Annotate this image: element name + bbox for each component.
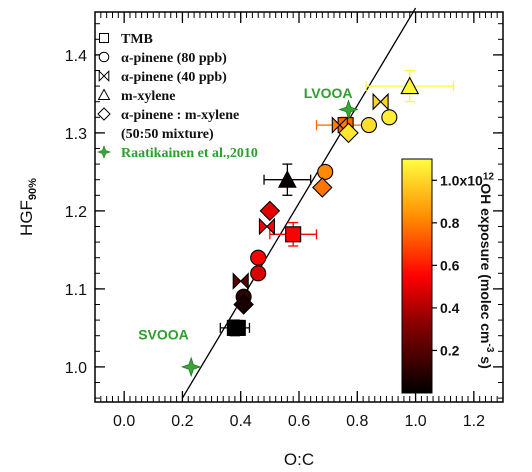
y-tick-label: 1.0 [65, 360, 87, 377]
y-axis-title-sub: 90% [27, 178, 39, 200]
x-axis-title: O:C [284, 450, 314, 469]
colorbar-title-main: OH exposure (molec cm [478, 183, 494, 343]
colorbar-title-sup: -3 [484, 344, 495, 353]
x-tick-label: 0.6 [288, 413, 310, 430]
colorbar-title-end: s) [478, 352, 494, 368]
annotations: LVOOA SVOOA [138, 85, 352, 343]
data-point-square [229, 319, 246, 336]
data-point-bowtie [258, 217, 275, 236]
data-point-square [285, 226, 302, 243]
x-tick-label: 0.4 [230, 413, 252, 430]
legend-circle-icon [98, 51, 110, 63]
data-point-circle [381, 109, 398, 126]
legend-bowtie-icon [98, 69, 110, 83]
data-point-star [338, 99, 359, 120]
legend-diamond-icon [97, 107, 111, 121]
x-tick-label: 1.2 [463, 413, 485, 430]
legend-label: TMB [121, 32, 153, 47]
annotation-svooa: SVOOA [138, 327, 189, 343]
svg-text:HGF90%: HGF90% [17, 178, 39, 236]
data-markers [180, 76, 420, 378]
fit-line [181, 7, 417, 399]
data-point-circle [317, 163, 334, 180]
legend-star-icon [97, 145, 111, 159]
legend-label: Raatikainen et al.,2010 [121, 146, 258, 161]
colorbar-tick-exponent: 12 [483, 171, 495, 182]
legend-label: m-xylene [121, 89, 175, 104]
colorbar-gradient [401, 158, 433, 394]
y-tick-label: 1.4 [65, 48, 87, 65]
data-point-circle [360, 117, 377, 134]
data-point-bowtie [372, 92, 389, 111]
svg-text:OH exposure (molec cm-3 s): OH exposure (molec cm-3 s) [478, 183, 495, 369]
annotation-lvooa: LVOOA [304, 85, 353, 101]
y-tick-label: 1.2 [65, 204, 87, 221]
data-point-bowtie [232, 272, 249, 290]
legend-label: (50:50 mixture) [121, 127, 214, 142]
legend-label: α-pinene (40 ppb) [121, 70, 227, 85]
colorbar-title: OH exposure (molec cm-3 s) [478, 183, 495, 369]
x-tick-label: 0.8 [346, 413, 368, 430]
y-tick-label: 1.3 [65, 126, 87, 143]
colorbar-tick-label: 0.4 [440, 300, 460, 316]
data-point-diamond [233, 294, 254, 315]
colorbar-ticks: 0.2 0.4 0.6 0.8 1.0x1012 [432, 171, 494, 358]
data-point-diamond [338, 122, 359, 144]
legend: TMB α-pinene (80 ppb) α-pinene (40 ppb) m-x… [97, 32, 258, 161]
y-axis-ticks: 1.0 1.1 1.2 1.3 1.4 [65, 48, 503, 377]
legend-label: α-pinene : m-xylene [121, 108, 239, 123]
colorbar-tick-label: 0.2 [440, 342, 460, 358]
colorbar-tick-label: 1.0x1012 [440, 171, 494, 188]
data-point-diamond [312, 177, 333, 198]
x-axis-ticks: 0.0 0.2 0.4 0.6 0.8 1.0 1.2 [113, 12, 485, 430]
colorbar-tick-label: 0.6 [440, 257, 460, 273]
y-axis-title-main: HGF [17, 200, 36, 236]
colorbar: 0.2 0.4 0.6 0.8 1.0x1012 OH exposure (molec … [401, 158, 495, 394]
y-axis-title: HGF90% [17, 178, 39, 236]
legend-square-icon [99, 33, 109, 43]
legend-label: α-pinene (80 ppb) [121, 51, 227, 66]
x-tick-label: 0.0 [113, 413, 135, 430]
x-tick-label: 1.0 [404, 413, 426, 430]
data-point-triangle [400, 76, 420, 95]
data-point-diamond [259, 200, 281, 222]
y-tick-label: 1.1 [65, 282, 87, 299]
legend-triangle-icon [97, 88, 111, 100]
data-point-triangle [277, 170, 297, 188]
data-point-star [180, 356, 202, 378]
data-point-circle [250, 265, 267, 282]
x-tick-label: 0.2 [171, 413, 193, 430]
colorbar-tick-label: 0.8 [440, 215, 460, 231]
data-point-circle [250, 249, 267, 266]
